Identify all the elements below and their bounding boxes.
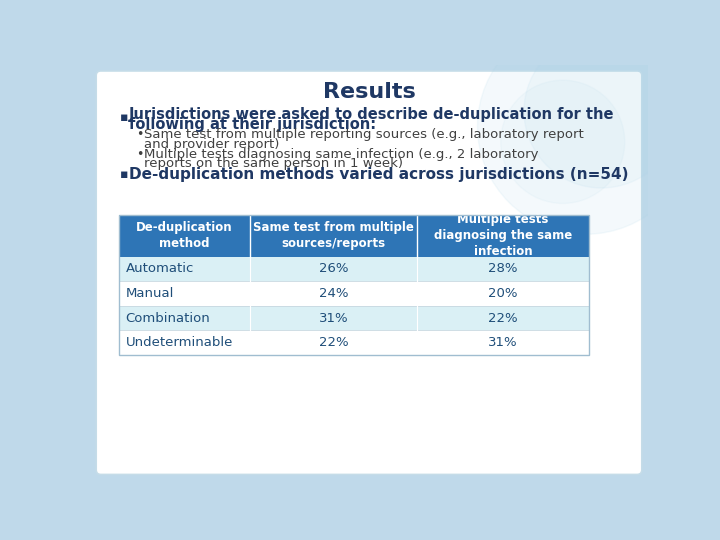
Text: Results: Results <box>323 82 415 102</box>
Text: Same test from multiple reporting sources (e.g., laboratory report: Same test from multiple reporting source… <box>144 129 584 141</box>
Text: Manual: Manual <box>126 287 174 300</box>
Text: following at their jurisdiction:: following at their jurisdiction: <box>129 117 376 132</box>
Text: Multiple tests
diagnosing the same
infection: Multiple tests diagnosing the same infec… <box>434 213 572 258</box>
Text: •: • <box>137 129 144 141</box>
Text: 22%: 22% <box>318 336 348 349</box>
Text: Automatic: Automatic <box>126 262 194 275</box>
FancyBboxPatch shape <box>120 256 589 281</box>
Text: 22%: 22% <box>488 312 518 325</box>
Text: 26%: 26% <box>319 262 348 275</box>
Text: Multiple tests diagnosing same infection (e.g., 2 laboratory: Multiple tests diagnosing same infection… <box>144 147 539 160</box>
FancyBboxPatch shape <box>96 71 642 475</box>
FancyBboxPatch shape <box>120 281 589 306</box>
Circle shape <box>500 80 625 204</box>
Text: Jurisdictions were asked to describe de-duplication for the: Jurisdictions were asked to describe de-… <box>129 107 614 123</box>
Text: Undeterminable: Undeterminable <box>126 336 233 349</box>
Text: De-duplication
method: De-duplication method <box>136 221 233 250</box>
Text: Combination: Combination <box>126 312 210 325</box>
Text: Same test from multiple
sources/reports: Same test from multiple sources/reports <box>253 221 414 250</box>
Text: ▪: ▪ <box>120 168 128 181</box>
Text: De-duplication methods varied across jurisdictions (n=54): De-duplication methods varied across jur… <box>129 167 629 183</box>
Text: 28%: 28% <box>488 262 518 275</box>
Circle shape <box>477 18 695 234</box>
Text: ▪: ▪ <box>120 111 128 124</box>
Text: reports on the same person in 1 week): reports on the same person in 1 week) <box>144 157 403 170</box>
Text: 24%: 24% <box>319 287 348 300</box>
FancyBboxPatch shape <box>120 306 589 330</box>
Text: 31%: 31% <box>318 312 348 325</box>
FancyBboxPatch shape <box>120 215 589 256</box>
Text: 31%: 31% <box>488 336 518 349</box>
FancyBboxPatch shape <box>120 330 589 355</box>
Text: •: • <box>137 147 144 160</box>
Text: and provider report): and provider report) <box>144 138 279 151</box>
Text: 20%: 20% <box>488 287 518 300</box>
Circle shape <box>524 34 679 188</box>
